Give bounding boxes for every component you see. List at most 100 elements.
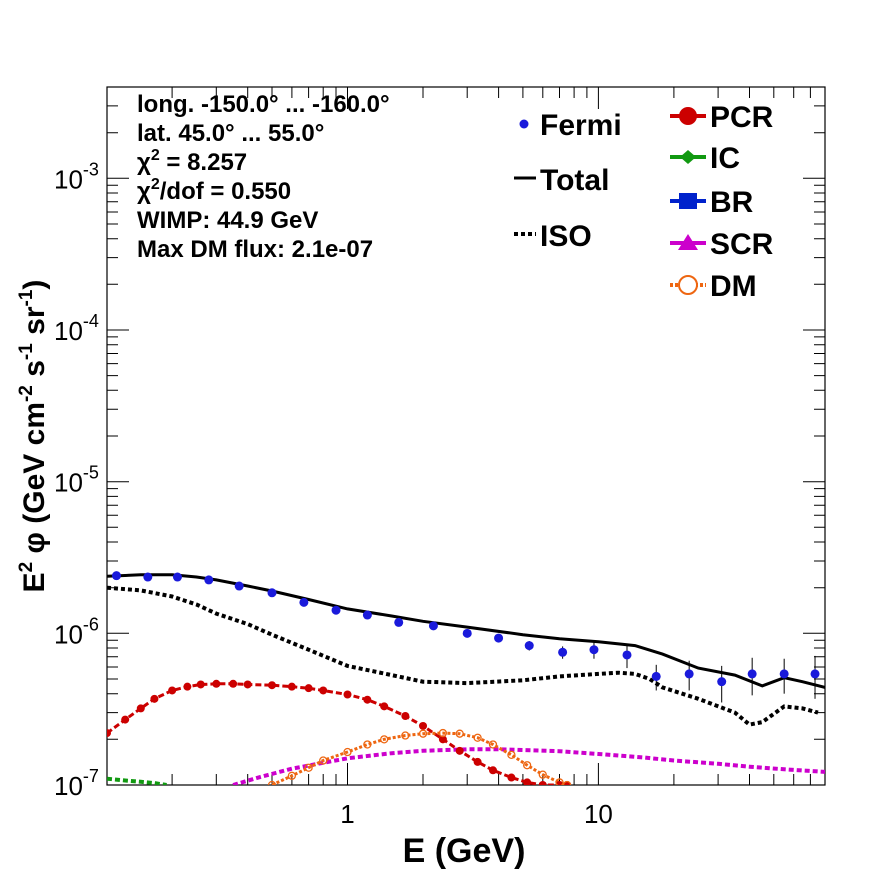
marker-dm	[287, 771, 297, 780]
marker-dm	[455, 729, 464, 738]
marker-dm	[438, 728, 448, 738]
marker-pcr	[507, 773, 516, 782]
legend: Fermi Total ISO PCR IC BR SCR DM	[514, 101, 774, 303]
marker-dm	[538, 770, 547, 779]
marker-pcr	[150, 694, 159, 703]
marker-pcr	[455, 746, 464, 755]
series-scr-line	[232, 747, 825, 785]
fermi-point	[362, 610, 372, 620]
marker-pcr	[136, 704, 145, 713]
fit-info-text: long. -150.0° ... -160.0°lat. 45.0° ... …	[137, 91, 390, 263]
x-tick-labels: 1 10	[340, 799, 613, 829]
marker-dm	[267, 780, 277, 785]
marker-dm	[562, 780, 572, 785]
marker-pcr	[107, 729, 111, 738]
fermi-point	[299, 597, 309, 607]
fermi-point	[779, 669, 789, 679]
marker-pcr	[473, 757, 482, 766]
marker-pcr	[168, 686, 177, 695]
marker-pcr	[380, 702, 389, 711]
marker-pcr	[401, 712, 410, 721]
marker-pcr	[229, 679, 238, 688]
info-line: WIMP: 44.9 GeV	[137, 207, 318, 234]
legend-label: DM	[710, 270, 757, 303]
y-tick-label: 10-6	[54, 614, 99, 649]
fermi-point	[111, 571, 121, 581]
fermi-point	[428, 621, 438, 631]
x-axis-label: E (GeV)	[403, 832, 526, 870]
legend-marker	[679, 193, 697, 209]
y-tick-label: 10-5	[54, 463, 99, 498]
marker-pcr	[319, 686, 328, 695]
marker-pcr	[287, 682, 296, 691]
fermi-point	[331, 605, 341, 615]
fermi-point	[589, 645, 599, 655]
marker-dm	[401, 731, 410, 740]
marker-pcr	[523, 778, 532, 785]
legend-swatch-fermi	[519, 119, 529, 129]
fermi-point	[558, 647, 568, 657]
fermi-point	[267, 588, 277, 598]
fermi-point	[143, 572, 153, 582]
marker-pcr	[343, 690, 352, 699]
series-ic-line	[107, 776, 167, 785]
fermi-point	[747, 669, 757, 679]
legend-label: Fermi	[540, 109, 622, 142]
marker-dm	[473, 733, 482, 742]
fermi-point	[172, 572, 182, 582]
marker-dm	[319, 756, 328, 765]
marker-pcr	[419, 721, 428, 730]
fermi-point	[810, 669, 820, 679]
legend-marker	[678, 275, 698, 295]
fermi-point	[622, 650, 632, 660]
marker-dm	[507, 750, 516, 760]
series-iso-line	[107, 585, 819, 727]
marker-pcr	[183, 682, 192, 691]
marker-pcr	[304, 684, 313, 693]
legend-label: SCR	[710, 228, 774, 261]
info-line: χ2 = 8.257	[137, 147, 247, 176]
info-line: long. -150.0° ... -160.0°	[137, 91, 390, 118]
fermi-point	[394, 617, 404, 627]
info-line: Max DM flux: 2.1e-07	[137, 236, 373, 263]
y-tick-label: 10-7	[54, 766, 99, 801]
legend-marker	[680, 150, 696, 164]
y-tick-labels: 10-7 10-6 10-5 10-4 10-3	[54, 159, 99, 801]
info-line: χ2/dof = 0.550	[137, 176, 291, 205]
marker-pcr	[196, 680, 205, 689]
marker-pcr	[121, 715, 130, 724]
marker-dm	[363, 740, 372, 749]
marker-pcr	[212, 679, 221, 688]
fermi-point	[717, 677, 727, 687]
fermi-point	[494, 633, 504, 643]
marker-pcr	[267, 681, 276, 690]
legend-label: BR	[710, 186, 754, 219]
marker-dm	[523, 761, 532, 770]
marker-dm	[304, 763, 313, 772]
legend-label: PCR	[710, 101, 774, 134]
y-tick-label: 10-3	[54, 159, 99, 194]
marker-dm	[343, 747, 352, 757]
info-line: lat. 45.0° ... 55.0°	[137, 120, 324, 147]
fermi-point	[684, 669, 694, 679]
fermi-point	[462, 628, 472, 638]
y-axis-label: E2 φ (GeV cm-2 s-1 sr-1)	[16, 280, 51, 593]
series-pcr-line	[107, 682, 568, 785]
y-tick-label: 10-4	[54, 311, 99, 346]
marker-pcr	[488, 766, 497, 775]
x-tick-label: 1	[340, 799, 354, 829]
fermi-point	[524, 641, 534, 651]
plot-area	[107, 571, 825, 785]
legend-marker	[678, 234, 698, 250]
x-tick-label: 10	[584, 799, 613, 829]
fermi-point	[234, 581, 244, 591]
marker-pcr	[243, 680, 252, 689]
marker-dm	[418, 729, 428, 738]
legend-label: Total	[540, 164, 609, 197]
legend-marker	[679, 107, 697, 125]
marker-dm	[555, 778, 564, 785]
marker-pcr	[538, 781, 547, 785]
marker-dm	[380, 735, 389, 744]
marker-pcr	[555, 781, 564, 785]
